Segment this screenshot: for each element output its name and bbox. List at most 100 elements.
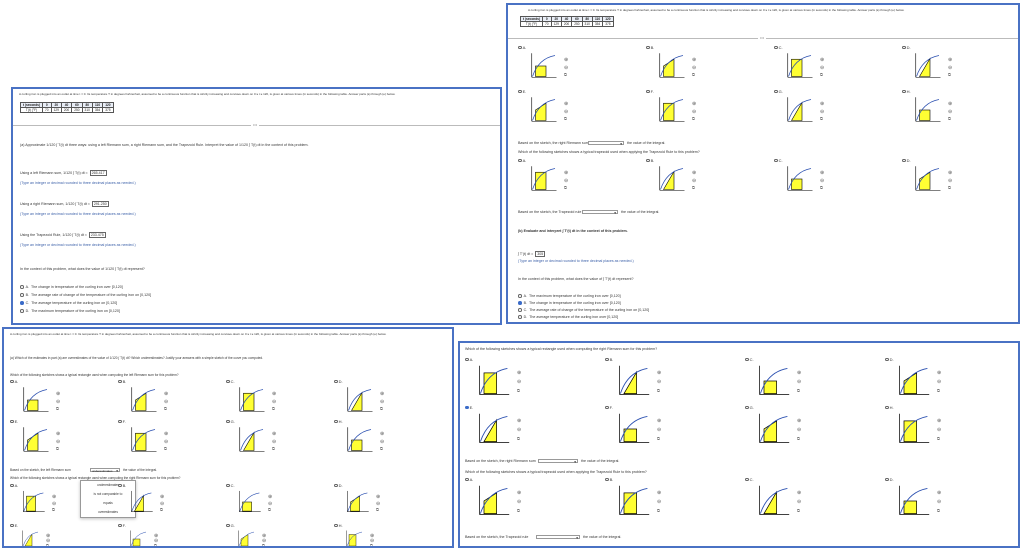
zoom-in-icon[interactable]: ⊕	[160, 494, 165, 501]
sketch-option[interactable]: B. ⊕ ⊖ ⧉	[646, 158, 770, 206]
sketch-option[interactable]: A. ⊕ ⊖ ⧉	[518, 45, 642, 93]
sketch-option[interactable]: A. ⊕ ⊖ ⧉	[10, 379, 114, 427]
sketch-option[interactable]: G. ⊕ ⊖ ⧉	[774, 89, 898, 137]
zoom-in-icon[interactable]: ⊕	[657, 370, 662, 377]
zoom-in-icon[interactable]: ⊕	[937, 418, 942, 425]
menu-item-overestimates[interactable]: overestimates	[98, 510, 118, 514]
external-link-icon[interactable]: ⧉	[380, 446, 383, 451]
sketch-option[interactable]: C. ⊕ ⊖ ⧉	[745, 477, 881, 525]
radio-button[interactable]	[745, 405, 749, 410]
zoom-in-icon[interactable]: ⊕	[56, 391, 61, 397]
zoom-out-icon[interactable]: ⊖	[517, 427, 522, 434]
zoom-out-icon[interactable]: ⊖	[164, 438, 169, 445]
zoom-in-icon[interactable]: ⊕	[564, 170, 569, 176]
zoom-in-icon[interactable]: ⊕	[937, 370, 942, 377]
sketch-option[interactable]: D. ⊕ ⊖ ⧉	[334, 379, 438, 427]
radio-button[interactable]	[226, 523, 230, 528]
zoom-out-icon[interactable]: ⊖	[657, 379, 662, 386]
external-link-icon[interactable]: ⧉	[517, 436, 520, 442]
zoom-in-icon[interactable]: ⊕	[380, 431, 385, 437]
radio-button[interactable]	[646, 45, 650, 50]
choice-option[interactable]: A. The change in temperature of the curli…	[20, 285, 123, 289]
radio-button[interactable]	[118, 483, 122, 488]
external-link-icon[interactable]: ⧉	[52, 507, 55, 513]
external-link-icon[interactable]: ⧉	[564, 116, 567, 121]
external-link-icon[interactable]: ⧉	[937, 388, 940, 394]
zoom-out-icon[interactable]: ⊖	[272, 398, 277, 405]
external-link-icon[interactable]: ⧉	[564, 185, 567, 190]
zoom-out-icon[interactable]: ⊖	[797, 379, 802, 386]
zoom-out-icon[interactable]: ⊖	[937, 379, 942, 386]
external-link-icon[interactable]: ⧉	[797, 388, 800, 394]
zoom-out-icon[interactable]: ⊖	[564, 108, 569, 115]
sketch-option[interactable]: B. ⊕ ⊖ ⧉	[118, 379, 222, 427]
sketch-option[interactable]: F. ⊕ ⊖ ⧉	[605, 405, 741, 453]
sketch-option[interactable]: C. ⊕ ⊖ ⧉	[226, 483, 330, 531]
zoom-out-icon[interactable]: ⊖	[692, 177, 697, 184]
radio-button[interactable]	[902, 45, 906, 50]
zoom-out-icon[interactable]: ⊖	[517, 499, 522, 506]
radio-button[interactable]	[885, 357, 889, 362]
zoom-in-icon[interactable]: ⊕	[517, 418, 522, 425]
zoom-out-icon[interactable]: ⊖	[46, 538, 51, 544]
zoom-out-icon[interactable]: ⊖	[564, 177, 569, 184]
external-link-icon[interactable]: ⧉	[692, 116, 695, 121]
zoom-in-icon[interactable]: ⊕	[797, 490, 802, 497]
zoom-in-icon[interactable]: ⊕	[820, 57, 825, 63]
external-link-icon[interactable]: ⧉	[820, 116, 823, 121]
sketch-option[interactable]: D. ⊕ ⊖ ⧉	[885, 357, 1018, 405]
zoom-in-icon[interactable]: ⊕	[820, 170, 825, 176]
zoom-out-icon[interactable]: ⊖	[268, 500, 273, 507]
zoom-out-icon[interactable]: ⊖	[52, 500, 57, 507]
zoom-in-icon[interactable]: ⊕	[164, 431, 169, 437]
radio-button[interactable]	[20, 301, 24, 305]
zoom-out-icon[interactable]: ⊖	[657, 427, 662, 434]
sketch-option[interactable]: G. ⊕ ⊖ ⧉	[226, 523, 330, 548]
radio-button[interactable]	[465, 357, 469, 362]
sketch-option[interactable]: G. ⊕ ⊖ ⧉	[745, 405, 881, 453]
radio-button[interactable]	[605, 477, 609, 482]
external-link-icon[interactable]: ⧉	[262, 543, 265, 548]
radio-button[interactable]	[774, 158, 778, 163]
choice-option[interactable]: A. The maximum temperature of the curling…	[518, 294, 621, 298]
radio-button[interactable]	[745, 477, 749, 482]
left-sum-answer[interactable]: 265.417	[89, 170, 107, 177]
sketch-option[interactable]: C. ⊕ ⊖ ⧉	[774, 158, 898, 206]
external-link-icon[interactable]: ⧉	[657, 508, 660, 514]
right-sum-dropdown[interactable]	[538, 459, 578, 464]
radio-button[interactable]	[745, 357, 749, 362]
external-link-icon[interactable]: ⧉	[164, 406, 167, 411]
zoom-out-icon[interactable]: ⊖	[154, 538, 159, 544]
zoom-in-icon[interactable]: ⊕	[52, 494, 57, 501]
radio-button[interactable]	[10, 483, 14, 488]
radio-button[interactable]	[465, 477, 469, 482]
zoom-out-icon[interactable]: ⊖	[937, 427, 942, 434]
radio-button[interactable]	[518, 301, 522, 305]
sketch-option[interactable]: A. ⊕ ⊖ ⧉	[465, 357, 601, 405]
zoom-out-icon[interactable]: ⊖	[56, 398, 61, 405]
radio-button[interactable]	[518, 315, 522, 319]
sketch-option[interactable]: B. ⊕ ⊖ ⧉	[646, 45, 770, 93]
radio-button[interactable]	[226, 419, 230, 424]
sketch-option[interactable]: C. ⊕ ⊖ ⧉	[226, 379, 330, 427]
zoom-out-icon[interactable]: ⊖	[56, 438, 61, 445]
zoom-in-icon[interactable]: ⊕	[56, 431, 61, 437]
external-link-icon[interactable]: ⧉	[692, 185, 695, 190]
external-link-icon[interactable]: ⧉	[948, 185, 951, 190]
zoom-in-icon[interactable]: ⊕	[948, 57, 953, 63]
zoom-in-icon[interactable]: ⊕	[164, 391, 169, 397]
radio-button[interactable]	[518, 89, 522, 94]
sketch-option[interactable]: E. ⊕ ⊖ ⧉	[518, 89, 642, 137]
radio-button[interactable]	[465, 405, 469, 410]
sketch-option[interactable]: F. ⊕ ⊖ ⧉	[646, 89, 770, 137]
radio-button[interactable]	[902, 89, 906, 94]
zoom-in-icon[interactable]: ⊕	[692, 101, 697, 107]
zoom-in-icon[interactable]: ⊕	[692, 57, 697, 63]
zoom-out-icon[interactable]: ⊖	[272, 438, 277, 445]
radio-button[interactable]	[20, 285, 24, 289]
sketch-option[interactable]: H. ⊕ ⊖ ⧉	[885, 405, 1018, 453]
zoom-in-icon[interactable]: ⊕	[272, 431, 277, 437]
zoom-in-icon[interactable]: ⊕	[657, 490, 662, 497]
trap-answer[interactable]: 233.475	[88, 232, 106, 239]
radio-button[interactable]	[20, 309, 24, 313]
